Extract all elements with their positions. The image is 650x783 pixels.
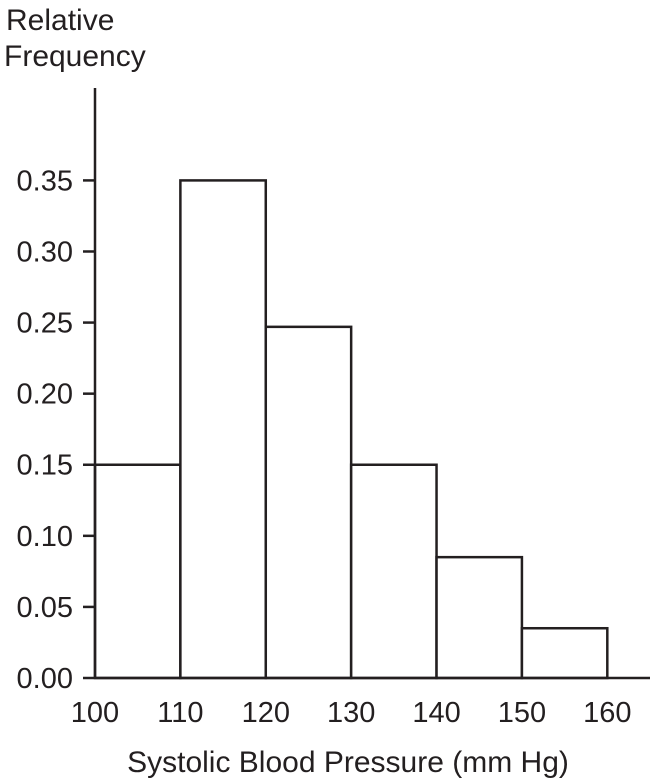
y-axis-ticks: 0.00 0.05 0.10 0.15 0.20 0.25 0.30 0.35 <box>17 165 95 695</box>
y-tick-label: 0.05 <box>17 592 73 624</box>
x-tick-label: 100 <box>71 697 119 729</box>
bar-110-120 <box>179 179 268 680</box>
y-tick-label: 0.25 <box>17 308 73 340</box>
x-tick-label: 120 <box>242 697 290 729</box>
x-tick-label: 140 <box>412 697 460 729</box>
y-tick-label: 0.30 <box>17 236 73 268</box>
y-axis-title-line-1: Relative <box>6 4 114 37</box>
y-tick-label: 0.00 <box>17 663 73 695</box>
histogram-bars <box>93 179 609 680</box>
x-tick-label: 110 <box>157 697 203 729</box>
bar-100-110 <box>93 463 182 680</box>
x-tick-label: 160 <box>583 697 631 729</box>
x-axis-ticks: 100 110 120 130 140 150 160 <box>71 697 632 729</box>
x-tick-label: 150 <box>498 697 546 729</box>
bar-130-140 <box>349 463 438 680</box>
bar-140-150 <box>435 555 524 680</box>
y-tick-label: 0.20 <box>17 379 73 411</box>
bar-120-130 <box>264 325 353 680</box>
y-tick-label: 0.15 <box>17 450 73 482</box>
bar-150-160 <box>520 626 609 680</box>
y-tick-label: 0.35 <box>17 165 73 197</box>
y-tick-label: 0.10 <box>17 521 73 553</box>
x-axis-title: Systolic Blood Pressure (mm Hg) <box>127 746 569 779</box>
x-tick-label: 130 <box>327 697 375 729</box>
y-axis-title-line-2: Frequency <box>4 40 146 73</box>
